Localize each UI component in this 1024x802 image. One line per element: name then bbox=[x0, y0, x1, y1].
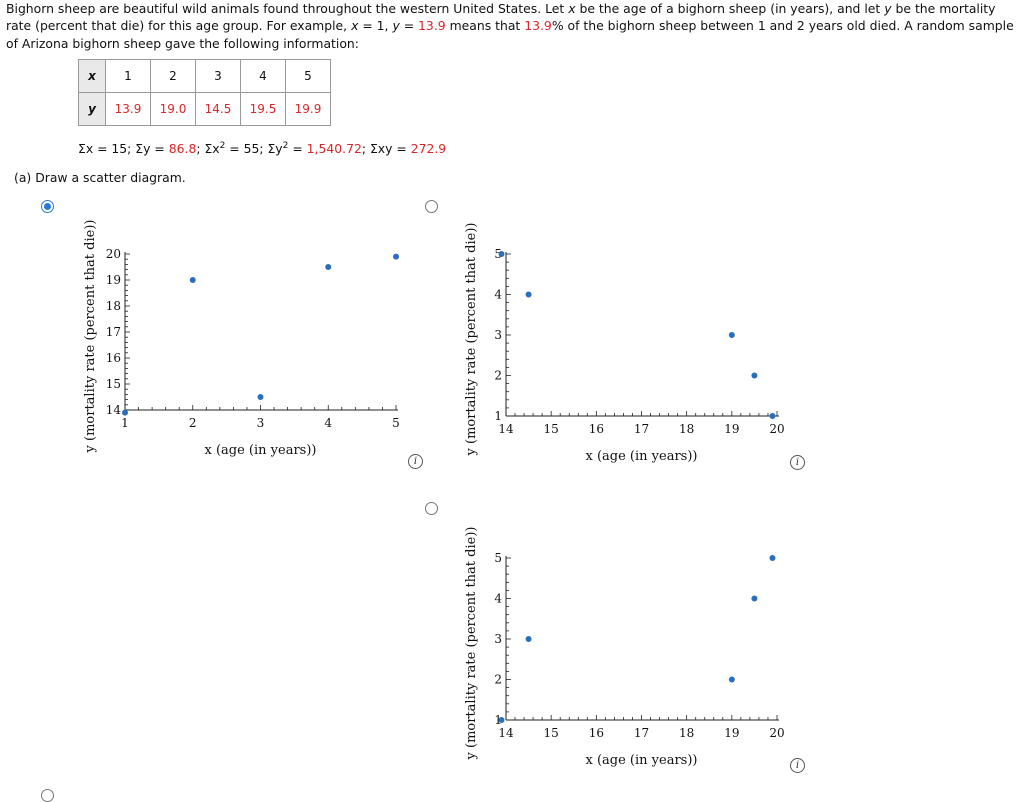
y-tick-label: 14 bbox=[106, 403, 122, 417]
y-tick-label: 17 bbox=[106, 325, 121, 339]
data-table: x 1 2 3 4 5 y 13.9 19.0 14.5 19.5 19.9 bbox=[78, 59, 331, 126]
info-icon[interactable]: i bbox=[790, 758, 805, 773]
table-header-y: y bbox=[78, 92, 106, 126]
data-point bbox=[728, 332, 735, 338]
data-point bbox=[498, 717, 505, 723]
y-tick-label: 1 bbox=[494, 713, 502, 727]
summary-statistics: Σx = 15; Σy = 86.8; Σx2 = 55; Σy2 = 1,54… bbox=[78, 141, 447, 157]
y-tick-label: 1 bbox=[494, 409, 502, 423]
y-tick-label: 19 bbox=[106, 273, 121, 287]
x-tick-label: 20 bbox=[769, 726, 784, 740]
x-tick-label: 18 bbox=[679, 422, 694, 436]
y-tick-label: 20 bbox=[106, 247, 121, 261]
y-axis-title: y (mortality rate (percent that die)) bbox=[464, 527, 479, 761]
x-axis-title: x (age (in years)) bbox=[586, 449, 698, 464]
table-row-y: y 13.9 19.0 14.5 19.5 19.9 bbox=[78, 92, 331, 126]
y-tick-label: 2 bbox=[494, 369, 502, 383]
y-tick-label: 16 bbox=[106, 351, 121, 365]
x-tick-label: 3 bbox=[257, 416, 265, 430]
x-tick-label: 18 bbox=[679, 726, 694, 740]
y-tick-label: 5 bbox=[494, 247, 502, 261]
x-tick-label: 4 bbox=[324, 416, 332, 430]
x-axis-title: x (age (in years)) bbox=[205, 443, 317, 458]
data-point bbox=[525, 636, 532, 642]
table-row-x: x 1 2 3 4 5 bbox=[78, 59, 331, 93]
data-point bbox=[257, 394, 264, 400]
x-tick-label: 17 bbox=[634, 726, 649, 740]
y-tick-label: 18 bbox=[106, 299, 121, 313]
x-tick-label: 16 bbox=[589, 726, 604, 740]
data-point bbox=[751, 595, 758, 602]
x-tick-label: 1 bbox=[121, 416, 129, 430]
table-cell: 19.5 bbox=[240, 92, 286, 126]
y-tick-label: 5 bbox=[494, 551, 502, 565]
table-header-x: x bbox=[78, 59, 106, 93]
x-tick-label: 15 bbox=[544, 422, 559, 436]
data-point bbox=[525, 291, 532, 298]
y-axis-title: y (mortality rate (percent that die)) bbox=[83, 220, 98, 454]
x-tick-label: 16 bbox=[589, 422, 604, 436]
data-point bbox=[769, 555, 776, 561]
problem-statement: Bighorn sheep are beautiful wild animals… bbox=[6, 1, 1014, 51]
x-tick-label: 2 bbox=[189, 416, 197, 430]
x-tick-label: 19 bbox=[724, 422, 739, 436]
table-cell: 2 bbox=[150, 59, 196, 93]
option-c-radio[interactable] bbox=[425, 502, 438, 515]
y-tick-label: 4 bbox=[494, 288, 502, 302]
data-point bbox=[498, 251, 505, 257]
table-cell: 3 bbox=[195, 59, 241, 93]
data-point bbox=[751, 372, 758, 379]
x-tick-label: 14 bbox=[498, 422, 514, 436]
table-cell: 19.0 bbox=[150, 92, 196, 126]
y-tick-label: 3 bbox=[494, 328, 502, 342]
table-cell: 19.9 bbox=[285, 92, 331, 126]
data-point bbox=[728, 676, 735, 683]
data-point bbox=[393, 253, 399, 260]
data-point bbox=[769, 413, 776, 419]
table-cell: 13.9 bbox=[105, 92, 151, 126]
x-tick-label: 14 bbox=[498, 726, 514, 740]
table-cell: 1 bbox=[105, 59, 151, 93]
y-tick-label: 2 bbox=[494, 673, 502, 687]
data-point bbox=[189, 277, 196, 283]
x-tick-label: 19 bbox=[724, 726, 739, 740]
table-cell: 14.5 bbox=[195, 92, 241, 126]
x-tick-label: 17 bbox=[634, 422, 649, 436]
info-icon[interactable]: i bbox=[408, 454, 423, 469]
x-tick-label: 20 bbox=[769, 422, 784, 436]
data-point bbox=[325, 264, 332, 270]
y-tick-label: 15 bbox=[106, 377, 121, 391]
table-cell: 5 bbox=[285, 59, 331, 93]
example-percent-value: 13.9 bbox=[524, 18, 552, 34]
data-point bbox=[122, 409, 128, 416]
option-a-radio[interactable] bbox=[41, 200, 54, 213]
option-d-radio[interactable] bbox=[41, 789, 54, 802]
y-tick-label: 4 bbox=[494, 592, 502, 606]
table-cell: 4 bbox=[240, 59, 286, 93]
option-b-radio[interactable] bbox=[425, 200, 438, 213]
x-axis-title: x (age (in years)) bbox=[586, 753, 698, 768]
x-tick-label: 5 bbox=[392, 416, 400, 430]
info-icon[interactable]: i bbox=[790, 455, 805, 470]
x-tick-label: 15 bbox=[544, 726, 559, 740]
y-tick-label: 3 bbox=[494, 632, 502, 646]
y-axis-title: y (mortality rate (percent that die)) bbox=[464, 223, 479, 457]
part-a-prompt: (a) Draw a scatter diagram. bbox=[14, 170, 186, 185]
example-y-value: 13.9 bbox=[418, 18, 446, 34]
